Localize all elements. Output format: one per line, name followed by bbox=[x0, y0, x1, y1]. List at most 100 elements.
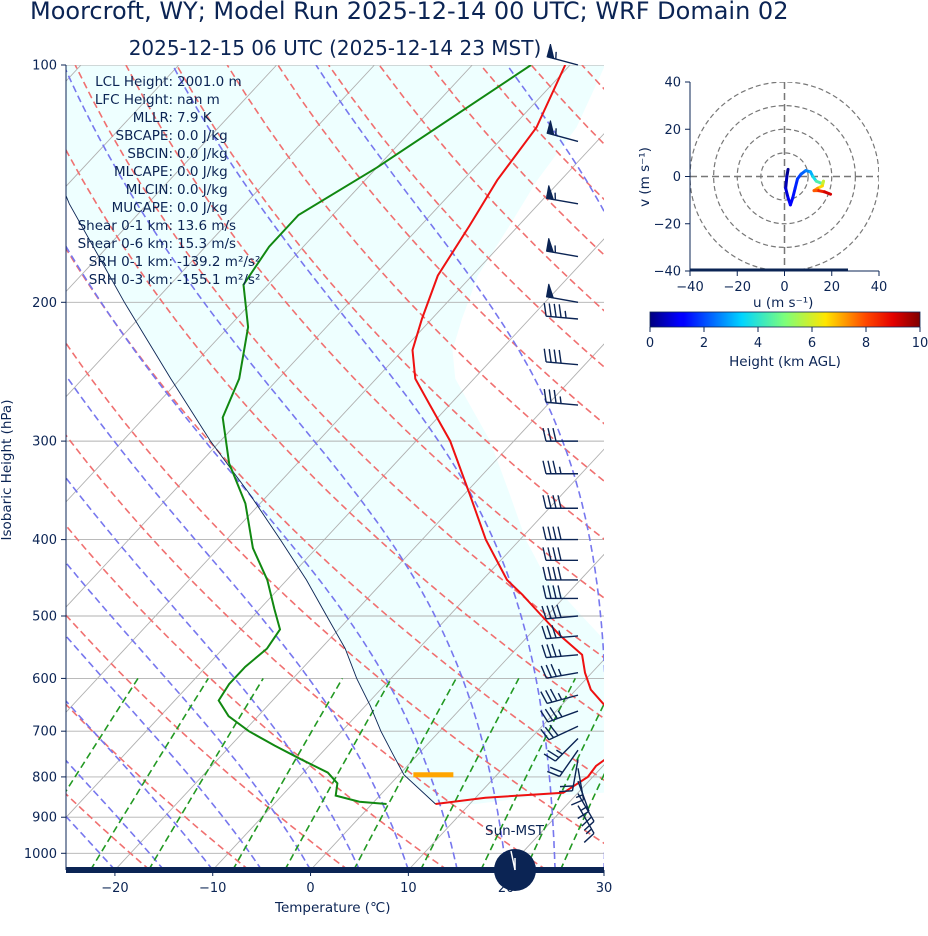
hodograph-grid bbox=[690, 82, 879, 271]
hodograph-segment bbox=[791, 186, 797, 200]
mixing-ratio-line bbox=[352, 678, 457, 870]
isobar-gridlines bbox=[66, 65, 604, 854]
hodograph-segment bbox=[784, 186, 790, 200]
hodograph-y-tick-label: −40 bbox=[654, 265, 681, 280]
wind-barb bbox=[540, 663, 579, 679]
moist-adiabat bbox=[171, 65, 556, 870]
hodograph-x-tick-label: −40 bbox=[676, 280, 703, 295]
colorbar-tick-label: 8 bbox=[862, 336, 870, 351]
wind-barb bbox=[545, 283, 579, 303]
sun-label: Sun-MST bbox=[485, 823, 545, 839]
moist-adiabats bbox=[66, 65, 604, 870]
mixing-ratio-line bbox=[524, 702, 604, 870]
x-tick-label: −10 bbox=[199, 881, 226, 896]
hodograph-y-tick-label: 40 bbox=[664, 76, 681, 91]
wind-barb bbox=[542, 566, 578, 581]
wind-barb bbox=[547, 749, 579, 778]
stat-value: -139.2 m²/s² bbox=[177, 254, 260, 270]
mixing-ratio-line bbox=[480, 678, 577, 870]
mixing-ratio-line bbox=[89, 677, 209, 870]
stat-value: 0.0 J/kg bbox=[177, 146, 228, 162]
wind-barb bbox=[545, 238, 579, 258]
stat-value: 7.9 K bbox=[177, 110, 213, 126]
pressure-ticks: 100 200 300 400 500 600 700 800 900 1000 bbox=[24, 59, 66, 862]
hodograph-x-tick-label: 20 bbox=[823, 280, 840, 295]
stat-label: SBCAPE: bbox=[116, 128, 173, 144]
hodograph-segment bbox=[823, 190, 833, 196]
moist-adiabat bbox=[66, 634, 263, 870]
stat-label: Shear 0-1 km: bbox=[78, 218, 173, 234]
wind-barb bbox=[542, 547, 578, 562]
isotherm-line bbox=[66, 238, 604, 819]
wind-barb bbox=[545, 185, 579, 205]
moist-adiabat bbox=[66, 374, 410, 870]
stat-label: SBCIN: bbox=[127, 146, 173, 162]
moist-adiabat bbox=[66, 699, 214, 870]
wind-barb bbox=[540, 706, 579, 723]
wind-barb bbox=[541, 624, 579, 640]
isotherm-line bbox=[310, 553, 604, 870]
stat-label: MLLR: bbox=[133, 110, 173, 126]
stat-value: -155.1 m²/s² bbox=[177, 272, 260, 288]
y-tick-label: 200 bbox=[32, 296, 57, 311]
mixing-ratio-line bbox=[0, 678, 36, 870]
sun-clock: Sun-MST bbox=[485, 823, 545, 891]
mixing-ratio-line bbox=[284, 678, 393, 870]
colorbar-tick-label: 2 bbox=[700, 336, 708, 351]
wind-barbs bbox=[540, 44, 595, 843]
stat-label: MUCAPE: bbox=[112, 200, 173, 216]
stat-value: 15.3 m/s bbox=[177, 236, 236, 252]
isotherm-gridlines bbox=[66, 65, 604, 870]
x-tick-label: −20 bbox=[101, 881, 128, 896]
dewpoint-trace bbox=[217, 65, 532, 805]
moist-adiabat bbox=[66, 476, 361, 870]
y-tick-label: 400 bbox=[32, 533, 57, 548]
wind-barb bbox=[543, 737, 579, 762]
stat-label: LFC Height: bbox=[95, 92, 173, 108]
parcel-trace bbox=[66, 194, 436, 805]
y-tick-label: 800 bbox=[32, 770, 57, 785]
wind-barb bbox=[540, 724, 579, 741]
cloud-layer-fill bbox=[66, 65, 604, 804]
wind-barb bbox=[542, 495, 578, 509]
colorbar-gradient bbox=[649, 311, 921, 328]
stat-label: SRH 0-3 km: bbox=[89, 272, 173, 288]
wind-barb bbox=[541, 643, 579, 659]
hodograph-x-label: u (m s⁻¹) bbox=[753, 295, 813, 311]
stat-label: LCL Height: bbox=[95, 74, 173, 90]
isotherm-line bbox=[114, 343, 604, 870]
hodograph: −40 −20 0 20 40 −40 −20 0 20 40 u (m s⁻¹) v (m s⁻… bbox=[637, 76, 887, 312]
hodograph-x-tick-label: −20 bbox=[724, 280, 751, 295]
colorbar-tick-label: 0 bbox=[646, 336, 654, 351]
wind-barb bbox=[543, 302, 579, 320]
x-tick-label: 0 bbox=[306, 881, 314, 896]
isotherm-line bbox=[408, 658, 604, 870]
stat-value: 0.0 J/kg bbox=[177, 182, 228, 198]
dry-adiabat bbox=[581, 65, 604, 91]
wind-barb bbox=[559, 759, 579, 793]
dry-adiabat bbox=[66, 614, 349, 870]
stat-value: 0.0 J/kg bbox=[177, 200, 228, 216]
colorbar-tick-label: 6 bbox=[808, 336, 816, 351]
hodograph-segment bbox=[793, 177, 799, 190]
moist-adiabat bbox=[66, 561, 312, 870]
colorbar-label: Height (km AGL) bbox=[729, 354, 841, 370]
stat-label: Shear 0-6 km: bbox=[78, 236, 173, 252]
wind-barb bbox=[543, 388, 579, 406]
dry-adiabat bbox=[66, 524, 448, 870]
isotherm-line bbox=[66, 65, 473, 503]
hodograph-trace bbox=[784, 167, 833, 207]
colorbar-tick-label: 10 bbox=[912, 336, 928, 351]
wind-barb bbox=[546, 120, 579, 143]
isotherm-line bbox=[66, 65, 571, 608]
colorbar-tick-label: 4 bbox=[754, 336, 762, 351]
height-colorbar: 0 2 4 6 8 10 Height (km AGL) bbox=[646, 311, 928, 370]
stat-label: SRH 0-1 km: bbox=[89, 254, 173, 270]
mixing-ratio-line bbox=[419, 678, 520, 870]
stat-value: 0.0 J/kg bbox=[177, 128, 228, 144]
isotherm-line bbox=[66, 133, 604, 713]
x-tick-label: 10 bbox=[400, 881, 417, 896]
y-tick-label: 700 bbox=[32, 725, 57, 740]
dry-adiabat bbox=[175, 65, 604, 541]
